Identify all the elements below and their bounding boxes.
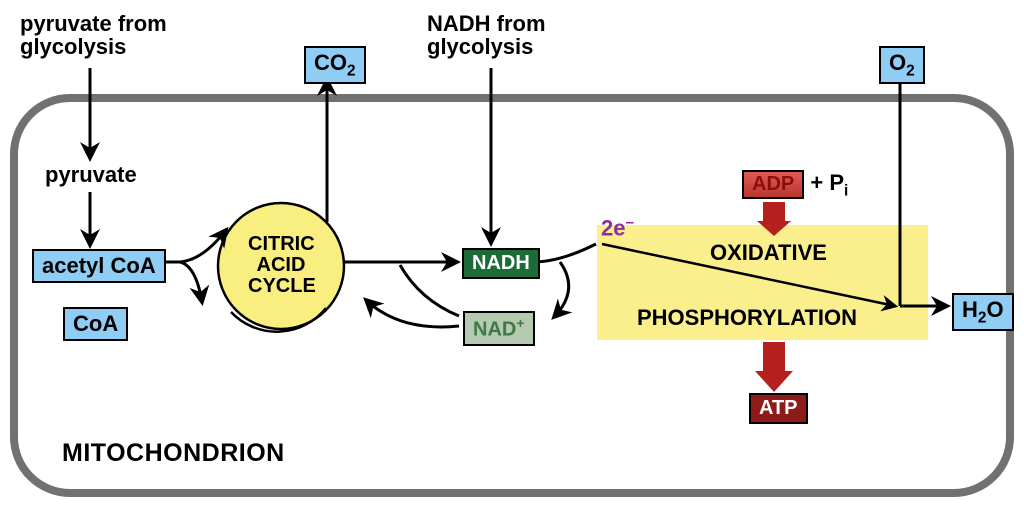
- nadh-box: NADH: [462, 248, 540, 279]
- pyruvate-label: pyruvate: [45, 163, 137, 186]
- atp-out-arrow: [755, 342, 793, 392]
- mitochondrion-border: [14, 98, 1010, 493]
- nadh-from-glycolysis-label: NADH from glycolysis: [427, 12, 546, 58]
- adp-in-arrow: [757, 202, 791, 236]
- atp-box: ATP: [749, 393, 808, 424]
- phosphorylation-label: PHOSPHORYLATION: [637, 306, 857, 329]
- oxidative-label: OXIDATIVE: [710, 241, 827, 264]
- two-electrons-label: 2e–: [601, 215, 634, 239]
- co2-box: CO2: [304, 46, 366, 84]
- mitochondrion-label: MITOCHONDRION: [62, 440, 285, 466]
- adp-pi-label: ADP + Pi: [742, 170, 848, 200]
- coa-box: CoA: [63, 307, 128, 341]
- adp-box: ADP: [742, 170, 804, 199]
- h2o-box: H2O: [952, 293, 1014, 331]
- pyruvate-from-glycolysis-label: pyruvate from glycolysis: [20, 12, 167, 58]
- nad-plus-box: NAD+: [463, 311, 535, 346]
- o2-box: O2: [879, 46, 925, 84]
- citric-acid-cycle-label: CITRIC ACID CYCLE: [248, 234, 314, 297]
- acetyl-coa-box: acetyl CoA: [32, 249, 166, 283]
